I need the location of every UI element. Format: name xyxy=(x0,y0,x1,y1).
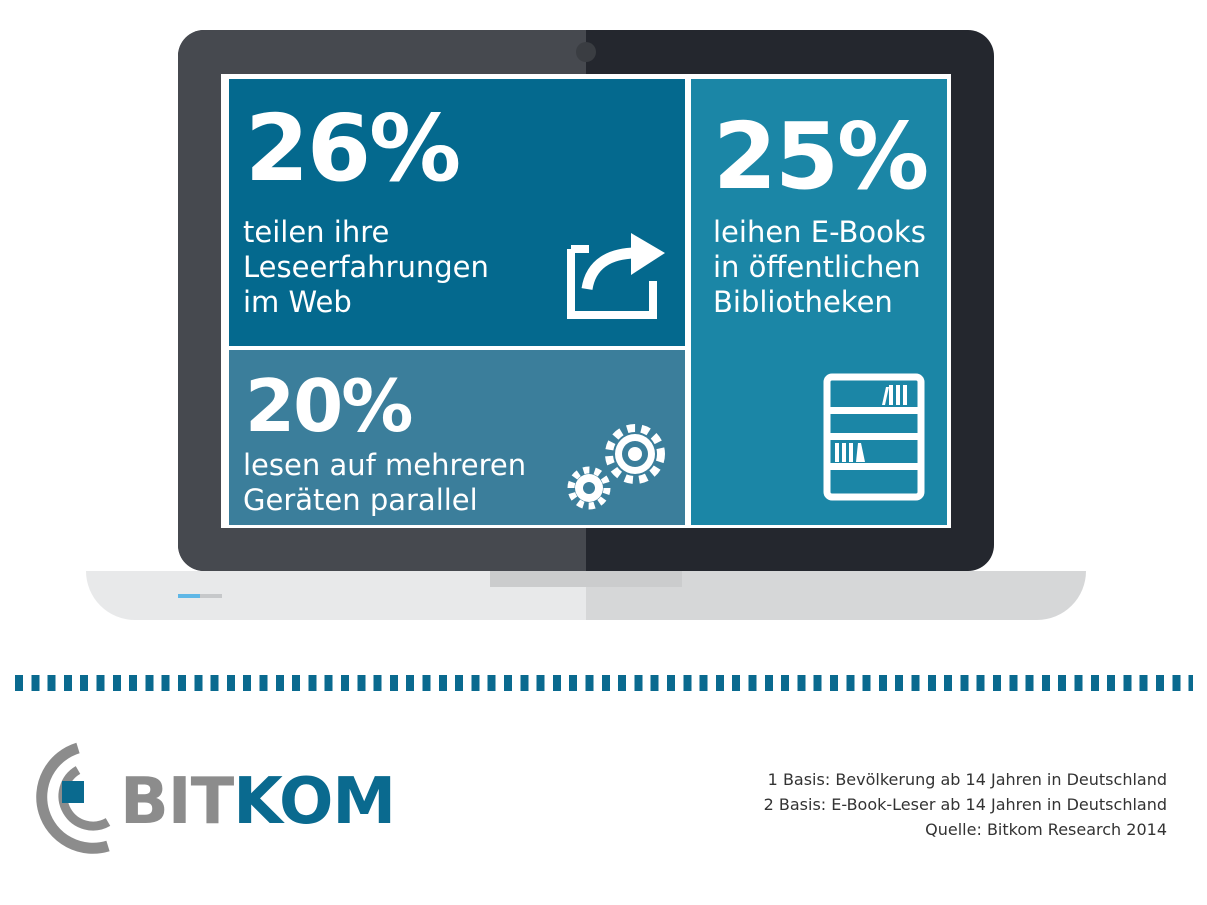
share-percent: 26% xyxy=(245,95,461,202)
library-percent: 25% xyxy=(713,103,929,210)
library-line-3: Bibliotheken xyxy=(713,285,893,319)
library-line-1: leihen E-Books xyxy=(713,215,926,249)
share-icon xyxy=(567,233,665,319)
laptop-base xyxy=(86,571,1086,620)
tile-library-stat: 25% leihen E-Books in öffentlichen Bibli… xyxy=(691,79,947,525)
footnote-2: 2 Basis: E-Book-Leser ab 14 Jahren in De… xyxy=(763,795,1167,814)
devices-line-1: lesen auf mehreren xyxy=(243,448,527,482)
logo-text-kom: KOM xyxy=(233,765,396,839)
library-line-2: in öffentlichen xyxy=(713,250,921,284)
share-line-2: Leseerfahrungen xyxy=(243,250,489,284)
laptop-lid: 26% teilen ihre Leseerfahrungen im Web 2… xyxy=(178,30,994,571)
tile-devices-stat: 20% lesen auf mehreren Geräten parallel xyxy=(229,350,685,525)
devices-description: lesen auf mehreren Geräten parallel xyxy=(243,448,526,518)
share-line-1: teilen ihre xyxy=(243,215,390,249)
gears-icon xyxy=(567,424,665,510)
footnote-1: 1 Basis: Bevölkerung ab 14 Jahren in Deu… xyxy=(767,770,1167,789)
library-description: leihen E-Books in öffentlichen Bibliothe… xyxy=(713,215,926,320)
camera-icon xyxy=(576,42,596,62)
base-notch xyxy=(490,571,682,587)
devices-percent: 20% xyxy=(245,364,413,448)
devices-line-2: Geräten parallel xyxy=(243,483,478,517)
logo-text-bit: BIT xyxy=(120,765,234,839)
footnotes: 1 Basis: Bevölkerung ab 14 Jahren in Deu… xyxy=(764,767,1167,842)
tile-share-stat: 26% teilen ihre Leseerfahrungen im Web xyxy=(229,79,685,346)
share-description: teilen ihre Leseerfahrungen im Web xyxy=(243,215,489,320)
power-indicator xyxy=(178,594,222,598)
laptop-screen: 26% teilen ihre Leseerfahrungen im Web 2… xyxy=(221,74,951,528)
footnote-source: Quelle: Bitkom Research 2014 xyxy=(925,820,1167,839)
bookshelf-icon xyxy=(823,373,925,501)
bitkom-logo-text: BITKOM xyxy=(120,770,396,834)
power-indicator-light xyxy=(178,594,200,598)
share-line-3: im Web xyxy=(243,285,352,319)
bitkom-logo-mark xyxy=(36,742,111,854)
dashed-separator xyxy=(15,675,1193,691)
